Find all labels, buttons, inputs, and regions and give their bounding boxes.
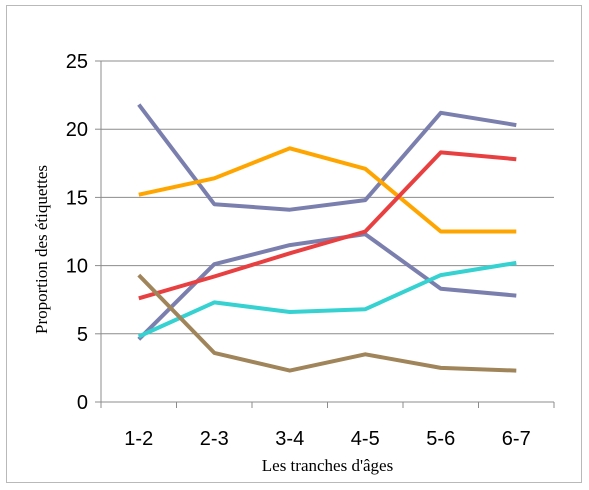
gridlines bbox=[101, 60, 554, 335]
x-tick-label: 1-2 bbox=[124, 428, 153, 450]
series-line-5 bbox=[137, 260, 517, 339]
x-tick-label: 6-7 bbox=[502, 428, 531, 450]
y-tick-label: 25 bbox=[66, 51, 88, 73]
series-line-4 bbox=[138, 150, 517, 301]
x-tick-label: 2-3 bbox=[200, 428, 229, 450]
x-tick-label: 5-6 bbox=[426, 428, 455, 450]
x-tick-label: 3-4 bbox=[275, 428, 304, 450]
x-tick-label: 4-5 bbox=[351, 428, 380, 450]
y-axis-title: Proportion des étiquettes bbox=[32, 165, 51, 334]
y-tick-label: 10 bbox=[66, 256, 88, 278]
y-tick-label: 20 bbox=[66, 119, 88, 141]
series-line-1 bbox=[137, 103, 517, 212]
y-tick-label: 5 bbox=[77, 324, 88, 346]
series-line-6 bbox=[137, 273, 517, 373]
series-line-2 bbox=[137, 232, 517, 341]
y-tick-label: 0 bbox=[77, 392, 88, 414]
series-lines bbox=[137, 103, 517, 373]
x-axis-ticks: 1-2 2-3 3-4 4-5 5-6 6-7 bbox=[100, 402, 555, 450]
x-axis-title: Les tranches d'âges bbox=[262, 456, 393, 475]
y-axis-ticks: 0 5 10 15 20 25 bbox=[66, 51, 101, 414]
series-line-3 bbox=[138, 146, 517, 234]
y-tick-label: 15 bbox=[66, 187, 88, 209]
